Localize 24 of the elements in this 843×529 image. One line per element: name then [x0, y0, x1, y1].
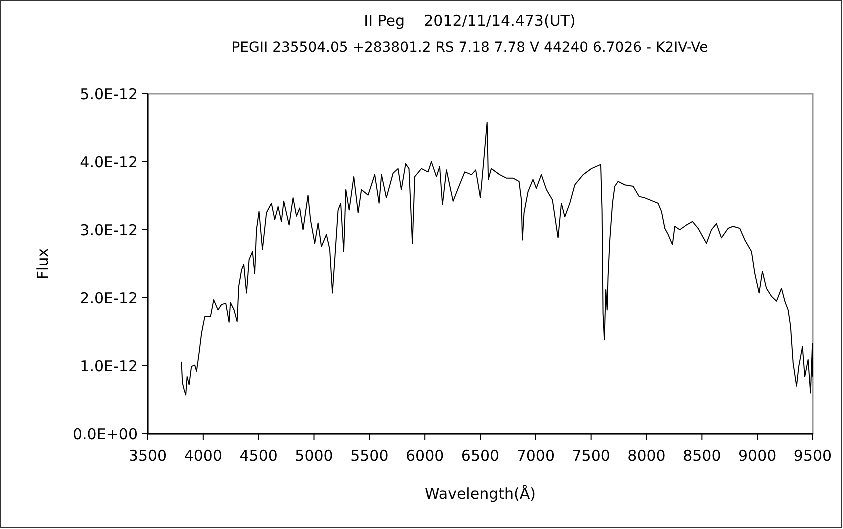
x-tick-label: 5000: [295, 447, 334, 465]
y-tick-label: 3.0E-12: [80, 221, 138, 240]
x-tick-label: 5500: [350, 447, 389, 465]
x-tick-label: 6000: [406, 447, 444, 465]
line-series: [181, 122, 814, 396]
x-tick-label: 7000: [516, 447, 556, 465]
y-tick-label: 4.0E-12: [80, 153, 138, 172]
x-tick-label: 8500: [683, 447, 722, 465]
x-tick-label: 3500: [128, 447, 168, 465]
y-tick-label: 0.0E+00: [73, 425, 138, 444]
x-tick-label: 6500: [461, 447, 500, 465]
y-tick-label: 1.0E-12: [80, 357, 138, 376]
x-tick-label: 9000: [738, 447, 777, 465]
chart-title: II Peg 2012/11/14.473(UT): [364, 12, 576, 30]
x-tick-label: 4000: [184, 447, 223, 465]
x-tick-label: 8000: [628, 447, 666, 465]
y-tick-label: 2.0E-12: [80, 289, 138, 308]
x-tick-label: 4500: [240, 447, 278, 465]
x-tick-label: 7500: [572, 447, 610, 465]
y-axis-title: Flux: [34, 248, 52, 280]
y-tick-label: 5.0E-12: [80, 85, 138, 104]
chart-subtitle: PEGII 235504.05 +283801.2 RS 7.18 7.78 V 44240 6.7026 - K2IV-Ve: [232, 40, 708, 56]
x-axis-title: Wavelength(Å): [425, 485, 536, 503]
x-tick-label: 9500: [794, 447, 832, 465]
